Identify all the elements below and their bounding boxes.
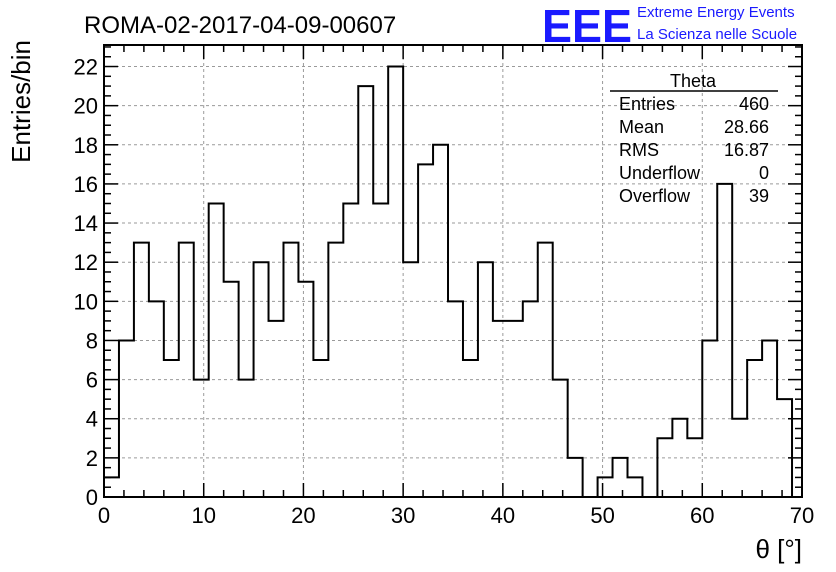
- stats-label: Overflow: [619, 186, 691, 206]
- histogram-bin: [298, 282, 313, 497]
- y-tick-label: 8: [86, 328, 98, 353]
- x-tick-label: 0: [98, 503, 110, 528]
- histogram-bin: [598, 477, 613, 497]
- eee-logo: EEE Extreme Energy Events La Scienza nel…: [542, 0, 797, 52]
- x-tick-label: 60: [690, 503, 714, 528]
- histogram-bin: [149, 301, 164, 497]
- histogram-bin: [493, 321, 508, 497]
- y-tick-label: 16: [74, 172, 98, 197]
- histogram-bin: [448, 301, 463, 497]
- stats-label: Underflow: [619, 163, 701, 183]
- chart-title: ROMA-02-2017-04-09-00607: [84, 12, 396, 39]
- histogram-bin: [538, 243, 553, 497]
- axis-ticks: [103, 45, 803, 498]
- stats-label: RMS: [619, 140, 659, 160]
- stats-title: Theta: [670, 71, 717, 91]
- histogram-bin: [134, 243, 149, 497]
- histogram-bin: [358, 86, 373, 497]
- stats-label: Mean: [619, 117, 664, 137]
- histogram-bin: [463, 360, 478, 497]
- stats-value: 16.87: [724, 140, 769, 160]
- histogram-bin: [433, 145, 448, 497]
- logo-line-2: La Scienza nelle Scuole: [637, 26, 797, 43]
- histogram-bin: [418, 164, 433, 497]
- stats-value: 460: [739, 94, 769, 114]
- y-tick-label: 0: [86, 485, 98, 510]
- logo-mark: EEE: [542, 0, 632, 52]
- histogram-bin: [777, 399, 792, 497]
- stats-value: 0: [759, 163, 769, 183]
- tick-labels: 0 10 20 30 40 50 60 70 0 2 4 6 8 10 12 14 16 18 20 22: [74, 55, 815, 528]
- y-tick-label: 6: [86, 368, 98, 393]
- x-tick-label: 10: [191, 503, 215, 528]
- histogram-bin: [508, 321, 523, 497]
- histogram-bin: [328, 243, 343, 497]
- histogram-outline: [103, 65, 803, 498]
- plot-frame: [103, 44, 803, 498]
- histogram-bin: [194, 380, 209, 497]
- y-tick-label: 12: [74, 250, 98, 275]
- logo-line-1: Extreme Energy Events: [637, 4, 795, 21]
- x-tick-label: 50: [590, 503, 614, 528]
- y-tick-label: 22: [74, 55, 98, 80]
- stats-value: 39: [749, 186, 769, 206]
- histogram-bin: [388, 67, 403, 497]
- histogram-bin: [269, 321, 284, 497]
- histogram-bin: [747, 360, 762, 497]
- y-tick-label: 2: [86, 446, 98, 471]
- x-axis-title: θ [°]: [755, 534, 802, 564]
- y-tick-label: 20: [74, 94, 98, 119]
- histogram-bin: [568, 458, 583, 497]
- y-tick-label: 10: [74, 289, 98, 314]
- y-tick-label: 4: [86, 407, 98, 432]
- histogram-bin: [373, 203, 388, 497]
- y-tick-label: 18: [74, 133, 98, 158]
- histogram-bin: [628, 477, 643, 497]
- histogram-bin: [164, 360, 179, 497]
- y-axis-title: Entries/bin: [6, 40, 36, 163]
- x-tick-label: 30: [391, 503, 415, 528]
- stats-box: Theta Entries 460 Mean 28.66 RMS 16.87 Underfl…: [610, 71, 778, 206]
- histogram-bin: [523, 301, 538, 497]
- histogram-bin: [119, 340, 134, 497]
- stats-rows: Entries 460 Mean 28.66 RMS 16.87 Underflow 0 Ove…: [619, 94, 769, 206]
- x-tick-label: 20: [291, 503, 315, 528]
- x-tick-label: 70: [790, 503, 814, 528]
- histogram-bin: [313, 360, 328, 497]
- x-tick-label: 40: [491, 503, 515, 528]
- y-tick-label: 14: [74, 211, 98, 236]
- histogram-bin: [224, 282, 239, 497]
- histogram-bin: [553, 380, 568, 497]
- histogram-bin: [283, 243, 298, 497]
- stats-label: Entries: [619, 94, 675, 114]
- histogram-bin: [343, 203, 358, 497]
- stats-value: 28.66: [724, 117, 769, 137]
- histogram-bin: [179, 243, 194, 497]
- histogram-bin: [687, 438, 702, 497]
- histogram-bin: [613, 458, 628, 497]
- histogram-bin: [209, 203, 224, 497]
- histogram-bin: [239, 380, 254, 497]
- histogram-bin: [657, 438, 672, 497]
